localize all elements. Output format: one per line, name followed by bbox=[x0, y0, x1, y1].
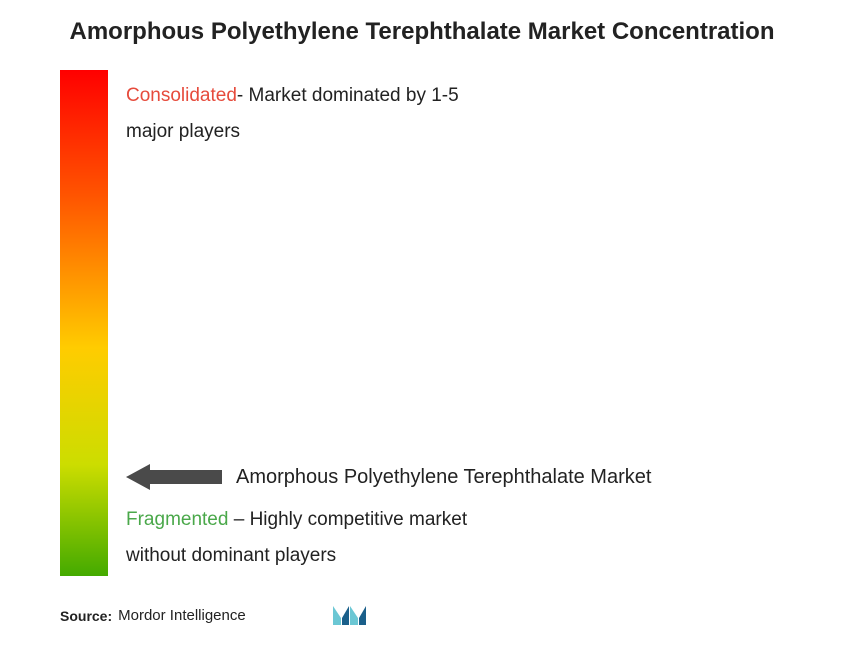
arrow-left-icon bbox=[126, 462, 222, 492]
consolidated-text-line1: - Market dominated by 1-5 bbox=[237, 85, 459, 106]
fragmented-text-line1: – Highly competitive market bbox=[228, 509, 467, 530]
consolidated-text-line2: major players bbox=[126, 121, 240, 142]
descriptions-column: Consolidated- Market dominated by 1-5 ma… bbox=[108, 70, 784, 576]
market-name-label: Amorphous Polyethylene Terephthalate Mar… bbox=[236, 466, 651, 489]
consolidated-description: Consolidated- Market dominated by 1-5 ma… bbox=[126, 78, 459, 150]
source-row: Source: Mordor Intelligence bbox=[60, 600, 784, 631]
fragmented-label: Fragmented bbox=[126, 509, 228, 530]
fragmented-description: Fragmented – Highly competitive market w… bbox=[126, 502, 467, 574]
concentration-gradient-bar bbox=[60, 70, 108, 576]
consolidated-label: Consolidated bbox=[126, 85, 237, 106]
mordor-logo-icon bbox=[332, 600, 366, 631]
chart-area: Consolidated- Market dominated by 1-5 ma… bbox=[60, 70, 784, 576]
chart-container: Amorphous Polyethylene Terephthalate Mar… bbox=[0, 0, 844, 651]
source-label: Source: bbox=[60, 608, 112, 624]
fragmented-text-line2: without dominant players bbox=[126, 545, 336, 566]
market-marker-row: Amorphous Polyethylene Terephthalate Mar… bbox=[126, 462, 651, 492]
source-value: Mordor Intelligence bbox=[118, 607, 246, 624]
chart-title: Amorphous Polyethylene Terephthalate Mar… bbox=[60, 18, 784, 46]
